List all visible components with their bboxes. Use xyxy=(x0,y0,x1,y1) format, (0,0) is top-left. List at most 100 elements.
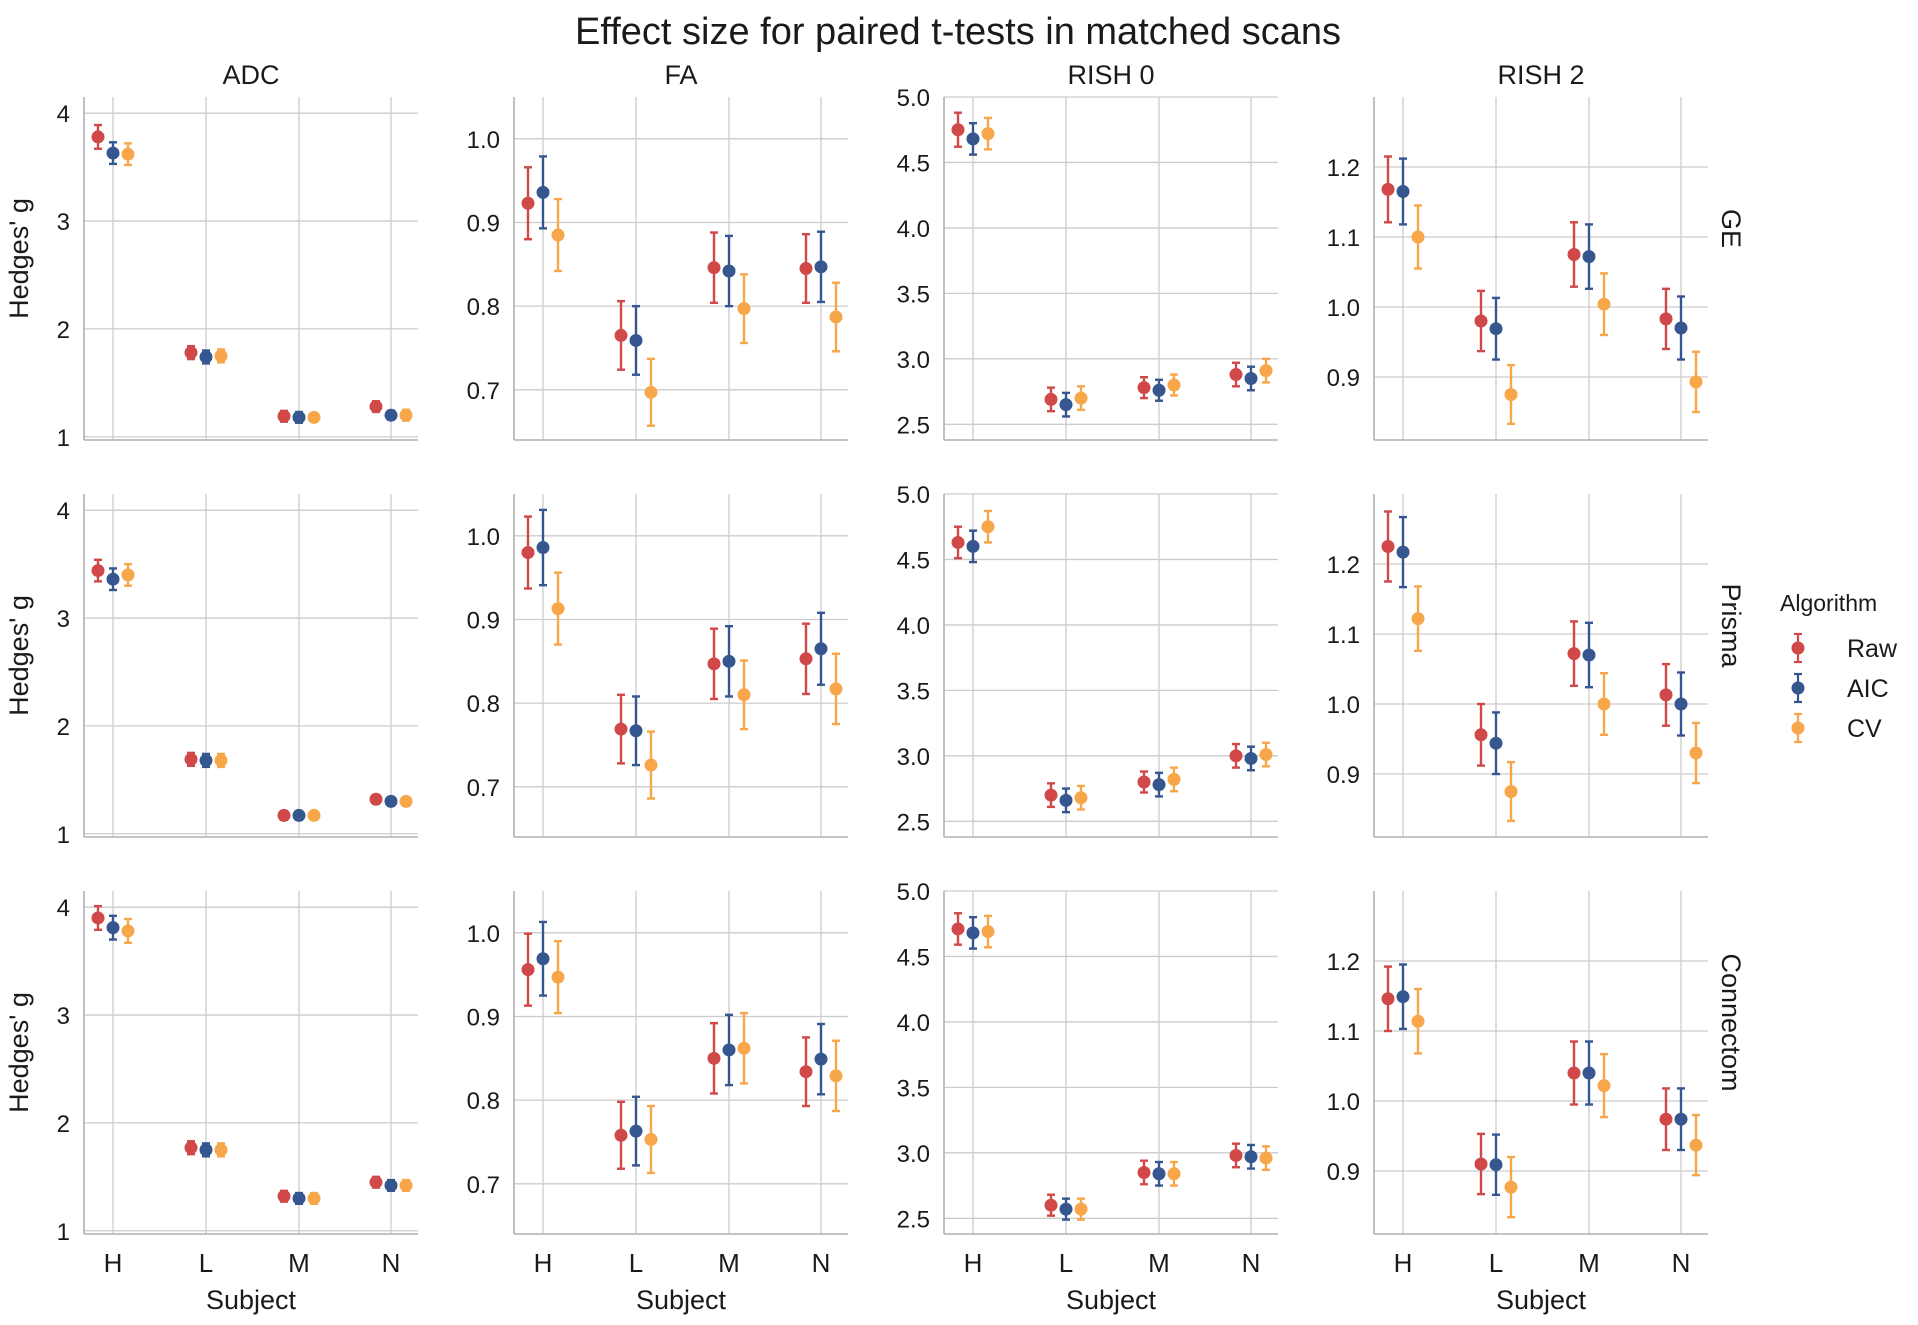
point-raw xyxy=(1474,314,1488,328)
y-tick-label: 4.0 xyxy=(897,216,930,243)
y-tick-label: 0.8 xyxy=(467,1088,500,1115)
point-raw xyxy=(369,400,383,414)
legend-item-aic: AIC xyxy=(1791,672,1889,704)
point-raw xyxy=(1659,688,1673,702)
point-aic xyxy=(292,410,306,424)
point-aic xyxy=(629,724,643,738)
x-tick-label: H xyxy=(1394,1248,1413,1278)
y-tick-label: 2 xyxy=(57,714,70,741)
point-aic xyxy=(1244,751,1258,765)
point-aic xyxy=(1582,250,1596,264)
point-raw xyxy=(799,652,813,666)
point-cv xyxy=(737,1041,751,1055)
point-cv xyxy=(1167,772,1181,786)
point-raw xyxy=(184,752,198,766)
point-aic xyxy=(1152,383,1166,397)
point-aic xyxy=(536,952,550,966)
point-aic xyxy=(1396,990,1410,1004)
y-tick-label: 1 xyxy=(57,822,70,849)
col-facet-adc: ADC xyxy=(222,60,279,90)
legend-marker-point xyxy=(1791,681,1805,695)
y-tick-label: 3 xyxy=(57,1003,70,1030)
point-aic xyxy=(1059,793,1073,807)
point-aic xyxy=(629,333,643,347)
point-cv xyxy=(399,408,413,422)
point-raw xyxy=(951,922,965,936)
point-raw xyxy=(184,346,198,360)
x-tick-label: H xyxy=(104,1248,123,1278)
point-cv xyxy=(644,385,658,399)
y-tick-label: 4.5 xyxy=(897,547,930,574)
point-aic xyxy=(1152,1167,1166,1181)
y-tick-label: 4.5 xyxy=(897,944,930,971)
panel-connectom-adc: 1 2 3 4 Hedges' g H L M N Subject xyxy=(4,891,418,1315)
point-raw xyxy=(1567,647,1581,661)
point-raw xyxy=(1044,392,1058,406)
legend-item-cv: CV xyxy=(1791,712,1882,744)
point-aic xyxy=(722,654,736,668)
row-facet-connectom: Connectom xyxy=(1716,953,1746,1091)
x-tick-label: M xyxy=(1148,1248,1170,1278)
x-tick-label: L xyxy=(629,1248,643,1278)
y-tick-label: 0.9 xyxy=(467,210,500,237)
point-cv xyxy=(1259,1151,1273,1165)
legend-label: AIC xyxy=(1847,675,1889,703)
point-raw xyxy=(614,1128,628,1142)
point-aic xyxy=(1059,398,1073,412)
point-aic xyxy=(1489,736,1503,750)
point-aic xyxy=(1489,322,1503,336)
point-cv xyxy=(121,568,135,582)
point-cv xyxy=(1689,746,1703,760)
point-aic xyxy=(966,132,980,146)
point-cv xyxy=(829,1069,843,1083)
point-cv xyxy=(1411,230,1425,244)
point-raw xyxy=(277,808,291,822)
point-cv xyxy=(1259,748,1273,762)
point-aic xyxy=(1674,697,1688,711)
point-aic xyxy=(1244,371,1258,385)
col-facet-fa: FA xyxy=(664,60,697,90)
y-tick-label: 0.7 xyxy=(467,775,500,802)
y-tick-label: 4.0 xyxy=(897,1010,930,1037)
point-aic xyxy=(1674,1112,1688,1126)
point-cv xyxy=(1074,1202,1088,1216)
y-tick-label: 3 xyxy=(57,209,70,236)
point-cv xyxy=(1411,612,1425,626)
point-raw xyxy=(1567,248,1581,261)
point-aic xyxy=(106,921,120,935)
col-facet-rish-2: RISH 2 xyxy=(1497,60,1584,90)
point-aic xyxy=(536,541,550,555)
point-cv xyxy=(981,127,995,141)
y-tick-label: 2.5 xyxy=(897,809,930,836)
x-tick-label: M xyxy=(288,1248,310,1278)
point-aic xyxy=(814,642,828,656)
y-tick-label: 0.8 xyxy=(467,691,500,718)
point-aic xyxy=(1152,778,1166,792)
point-aic xyxy=(1674,321,1688,335)
point-raw xyxy=(614,328,628,342)
point-cv xyxy=(1074,791,1088,805)
point-cv xyxy=(214,753,228,767)
y-tick-label: 1 xyxy=(57,1219,70,1246)
point-cv xyxy=(981,925,995,939)
y-tick-label: 1.0 xyxy=(1327,1089,1360,1116)
y-tick-label: 1.2 xyxy=(1327,949,1360,976)
point-cv xyxy=(1259,364,1273,378)
panel-ge-rish-0: 2.5 3.0 3.5 4.0 4.5 5.0 xyxy=(897,85,1278,441)
x-tick-label: N xyxy=(812,1248,831,1278)
point-raw xyxy=(277,409,291,423)
point-raw xyxy=(1229,749,1243,763)
point-raw xyxy=(1381,540,1395,553)
point-raw xyxy=(707,261,721,275)
legend-marker-point xyxy=(1791,721,1805,735)
panel-prisma-rish-0: 2.5 3.0 3.5 4.0 4.5 5.0 xyxy=(897,482,1278,838)
point-raw xyxy=(1659,312,1673,326)
point-cv xyxy=(1504,785,1518,798)
point-raw xyxy=(521,546,535,560)
point-cv xyxy=(1689,375,1703,389)
x-tick-label: M xyxy=(1578,1248,1600,1278)
point-raw xyxy=(1229,368,1243,382)
y-tick-label: 5.0 xyxy=(897,482,930,509)
point-cv xyxy=(1689,1138,1703,1152)
point-cv xyxy=(1504,388,1518,401)
